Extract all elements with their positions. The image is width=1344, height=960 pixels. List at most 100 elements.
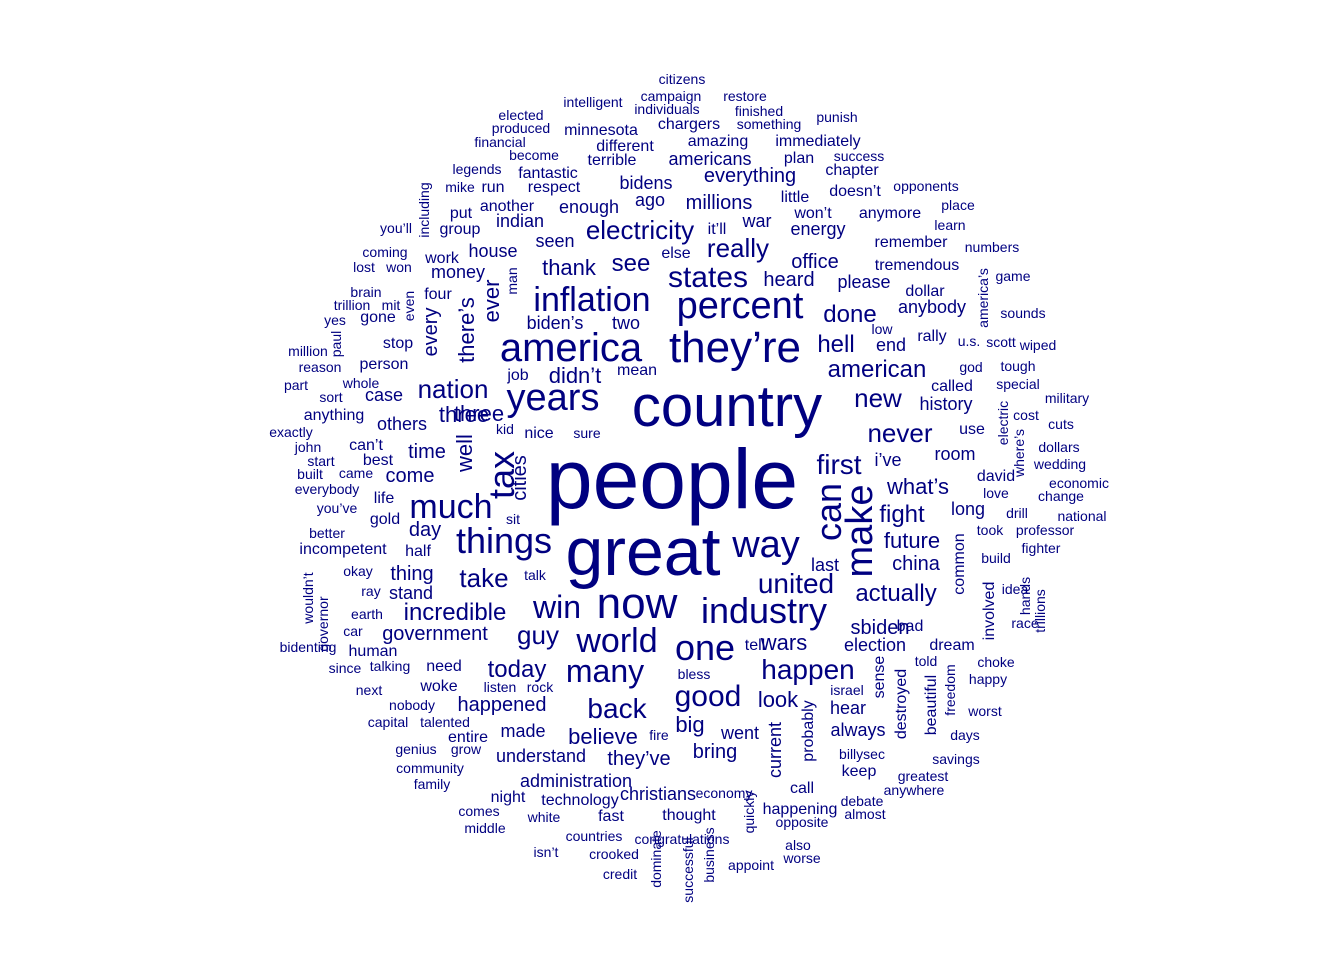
- cloud-word: american: [828, 356, 927, 383]
- cloud-word: earth: [351, 606, 383, 622]
- cloud-word: government: [382, 623, 488, 645]
- cloud-word: happened: [458, 694, 547, 716]
- cloud-word: listen: [484, 679, 517, 695]
- cloud-word: tremendous: [875, 257, 960, 274]
- cloud-word: america: [500, 326, 643, 370]
- cloud-word: others: [377, 414, 427, 434]
- cloud-word: electric: [995, 401, 1011, 445]
- cloud-word: wiped: [1019, 337, 1057, 353]
- cloud-word: went: [720, 723, 759, 743]
- cloud-word: since: [329, 660, 362, 676]
- cloud-word: keep: [842, 763, 877, 780]
- cloud-word: great: [566, 514, 721, 590]
- cloud-word: million: [288, 343, 328, 359]
- cloud-word: minnesota: [564, 122, 638, 139]
- cloud-word: savings: [932, 751, 979, 767]
- cloud-word: start: [307, 453, 334, 469]
- cloud-word: economic: [1049, 475, 1109, 491]
- cloud-word: today: [488, 656, 547, 683]
- cloud-word: appoint: [728, 857, 774, 873]
- cloud-word: person: [360, 356, 409, 373]
- cloud-word: individuals: [634, 101, 699, 117]
- cloud-word: inflation: [533, 281, 650, 319]
- cloud-word: dominate: [648, 830, 664, 888]
- cloud-word: nobody: [389, 697, 435, 713]
- cloud-word: next: [356, 682, 383, 698]
- cloud-word: nice: [524, 425, 553, 442]
- cloud-word: better: [309, 525, 345, 541]
- cloud-word: country: [632, 374, 822, 439]
- cloud-word: beautiful: [923, 675, 940, 736]
- cloud-word: military: [1045, 390, 1089, 406]
- cloud-word: different: [596, 138, 654, 155]
- cloud-word: states: [668, 261, 748, 294]
- cloud-word: always: [830, 720, 885, 740]
- cloud-word: isn’t: [534, 844, 559, 860]
- cloud-word: comes: [458, 803, 499, 819]
- cloud-word: good: [675, 680, 742, 713]
- cloud-word: ray: [361, 583, 380, 599]
- cloud-word: future: [884, 528, 940, 553]
- cloud-word: anywhere: [884, 782, 945, 798]
- cloud-word: bless: [678, 666, 711, 682]
- cloud-word: please: [837, 272, 890, 292]
- cloud-word: successful: [680, 837, 696, 902]
- cloud-word: immediately: [775, 133, 860, 150]
- cloud-word: place: [941, 197, 975, 213]
- cloud-word: middle: [464, 820, 505, 836]
- cloud-word: win: [532, 589, 581, 625]
- cloud-word: took: [977, 522, 1004, 538]
- cloud-word: won’t: [793, 205, 832, 222]
- cloud-word: ago: [635, 190, 665, 210]
- cloud-word: can’t: [349, 437, 383, 454]
- cloud-word: okay: [343, 563, 373, 579]
- cloud-word: christians: [620, 784, 696, 804]
- cloud-word: campaign: [641, 88, 702, 104]
- cloud-word: rally: [917, 328, 946, 345]
- cloud-word: done: [823, 301, 876, 328]
- cloud-word: well: [452, 434, 477, 473]
- cloud-word: didn’t: [549, 363, 602, 388]
- cloud-word: genius: [395, 741, 436, 757]
- cloud-word: crooked: [589, 846, 639, 862]
- cloud-word: mit: [382, 297, 401, 313]
- cloud-word: car: [343, 623, 363, 639]
- cloud-word: bring: [693, 741, 737, 763]
- cloud-word: you’ll: [380, 220, 412, 236]
- cloud-word: four: [424, 286, 452, 303]
- cloud-word: debate: [841, 793, 884, 809]
- cloud-word: drill: [1006, 505, 1028, 521]
- cloud-word: now: [597, 579, 678, 628]
- cloud-word: first: [816, 449, 861, 480]
- cloud-word: what’s: [886, 474, 949, 499]
- cloud-word: countries: [566, 828, 623, 844]
- cloud-word: paul: [328, 331, 344, 357]
- cloud-word: night: [491, 789, 526, 806]
- cloud-word: america’s: [975, 268, 991, 328]
- cloud-word: fight: [879, 501, 925, 528]
- cloud-word: they’re: [669, 323, 801, 372]
- cloud-word: israel: [830, 682, 863, 698]
- cloud-word: fantastic: [518, 165, 578, 182]
- cloud-word: woke: [419, 678, 457, 695]
- cloud-word: built: [297, 466, 323, 482]
- cloud-word: love: [983, 485, 1009, 501]
- cloud-word: told: [915, 653, 938, 669]
- cloud-word: tough: [1000, 358, 1035, 374]
- cloud-word: cities: [509, 455, 531, 501]
- cloud-word: stand: [389, 583, 433, 603]
- cloud-word: national: [1057, 508, 1106, 524]
- cloud-word: special: [996, 376, 1040, 392]
- cloud-word: way: [731, 524, 800, 566]
- cloud-word: room: [934, 444, 975, 464]
- cloud-word: finished: [735, 103, 783, 119]
- cloud-word: guy: [517, 620, 559, 650]
- cloud-word: actually: [855, 580, 936, 607]
- cloud-word: administration: [520, 771, 632, 791]
- cloud-word: remember: [875, 234, 949, 251]
- cloud-word: won: [385, 259, 412, 275]
- cloud-word: low: [871, 321, 893, 337]
- cloud-word: man: [504, 267, 520, 294]
- cloud-word: half: [405, 543, 431, 560]
- cloud-word: mean: [617, 362, 657, 379]
